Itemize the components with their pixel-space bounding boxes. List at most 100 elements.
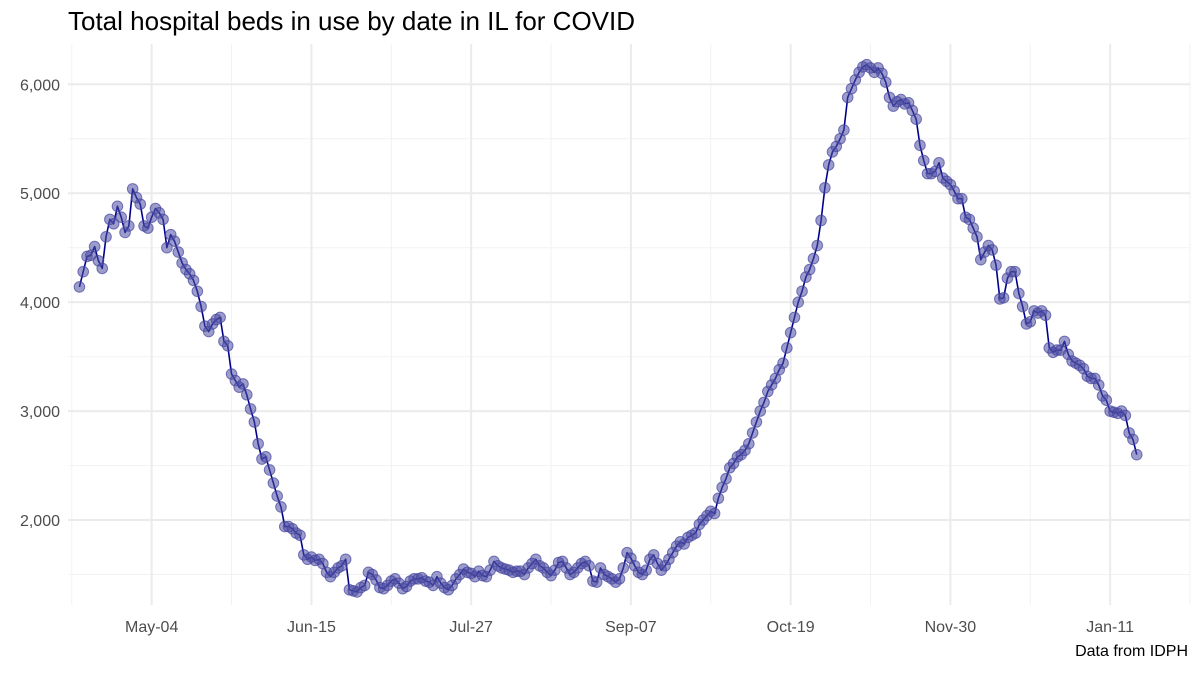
data-point — [1127, 433, 1139, 446]
data-point — [640, 564, 652, 576]
data-point — [822, 159, 835, 171]
data-point — [788, 311, 801, 324]
data-point — [758, 396, 770, 409]
data-point — [294, 529, 306, 542]
data-point — [358, 579, 371, 592]
data-point — [971, 231, 983, 243]
y-axis: 2,000 3,000 4,000 5,000 6,000 — [20, 77, 60, 530]
data-point — [1024, 315, 1037, 328]
data-point — [746, 427, 759, 439]
data-point — [214, 311, 226, 324]
data-point — [1013, 287, 1025, 300]
y-tick-label: 2,000 — [20, 513, 60, 530]
data-point — [1058, 335, 1071, 348]
data-point — [142, 222, 154, 234]
data-point — [1100, 394, 1113, 407]
y-tick-label: 4,000 — [20, 295, 60, 312]
y-tick-label: 5,000 — [20, 186, 60, 203]
data-point — [617, 562, 630, 574]
data-point — [815, 214, 827, 227]
x-axis: May-04 Jun-15 Jul-27 Sep-07 Oct-19 Nov-30 Jan-… — [125, 619, 1134, 636]
data-point — [1119, 409, 1132, 422]
data-point — [88, 240, 101, 253]
data-point — [708, 507, 721, 520]
data-point — [879, 76, 892, 88]
data-point — [96, 262, 109, 275]
x-tick-label: Nov-30 — [925, 619, 977, 636]
y-tick-label: 3,000 — [20, 404, 60, 421]
data-point — [168, 235, 181, 247]
data-point — [781, 342, 793, 354]
data-point — [248, 416, 261, 428]
data-point — [157, 213, 169, 226]
major-gridlines — [68, 44, 1190, 605]
data-point — [1039, 309, 1052, 322]
data-point — [1016, 300, 1029, 313]
data-point — [339, 553, 352, 566]
data-point — [195, 300, 207, 313]
data-point — [613, 573, 626, 585]
x-tick-label: May-04 — [125, 619, 178, 636]
data-point — [259, 451, 272, 463]
data-point — [237, 378, 249, 390]
data-point — [1130, 448, 1143, 461]
data-point — [583, 559, 595, 572]
data-point — [107, 217, 120, 230]
data-point — [803, 263, 816, 276]
data-point — [807, 252, 820, 265]
data-point — [917, 154, 930, 167]
data-point — [838, 124, 850, 136]
data-point — [1092, 379, 1105, 391]
data-point — [910, 113, 922, 125]
data-point — [796, 285, 808, 298]
data-point — [590, 576, 603, 588]
data-point — [811, 239, 824, 252]
data-point — [161, 241, 173, 254]
data-point — [1009, 265, 1021, 278]
data-point — [712, 492, 725, 505]
data-point — [187, 274, 200, 287]
data-point — [956, 192, 968, 205]
data-point — [115, 211, 128, 223]
data-point — [271, 490, 283, 502]
series-line — [78, 63, 1138, 593]
data-point — [73, 281, 86, 293]
data-point — [77, 265, 90, 278]
data-point — [914, 139, 926, 152]
data-point — [172, 246, 185, 258]
chart-caption: Data from IDPH — [1075, 643, 1188, 660]
data-point — [111, 200, 124, 213]
x-tick-label: Jun-15 — [287, 619, 336, 636]
series-layer — [78, 63, 1138, 593]
x-tick-label: Sep-07 — [605, 619, 657, 636]
data-point — [221, 339, 234, 352]
data-point — [244, 403, 257, 415]
x-tick-label: Oct-19 — [767, 619, 815, 636]
data-point — [191, 285, 204, 298]
data-point — [750, 416, 763, 428]
data-point — [777, 357, 789, 369]
data-point — [123, 220, 135, 232]
data-point — [819, 181, 831, 194]
data-point — [720, 472, 732, 485]
data-point — [275, 501, 287, 513]
data-point — [100, 231, 112, 243]
data-point — [134, 198, 147, 210]
data-point — [933, 156, 945, 169]
data-point — [743, 437, 755, 450]
x-tick-label: Jan-11 — [1086, 619, 1134, 636]
data-point — [997, 292, 1010, 304]
data-point — [784, 326, 797, 339]
points-layer — [73, 58, 1143, 598]
data-point — [267, 477, 280, 489]
data-point — [263, 464, 276, 476]
data-point — [240, 388, 253, 401]
data-point — [252, 437, 264, 450]
x-tick-label: Jul-27 — [449, 619, 493, 636]
chart-title: Total hospital beds in use by date in IL… — [68, 6, 636, 36]
data-point — [986, 244, 999, 256]
data-point — [792, 296, 805, 308]
data-point — [990, 259, 1002, 271]
y-tick-label: 6,000 — [20, 77, 60, 94]
